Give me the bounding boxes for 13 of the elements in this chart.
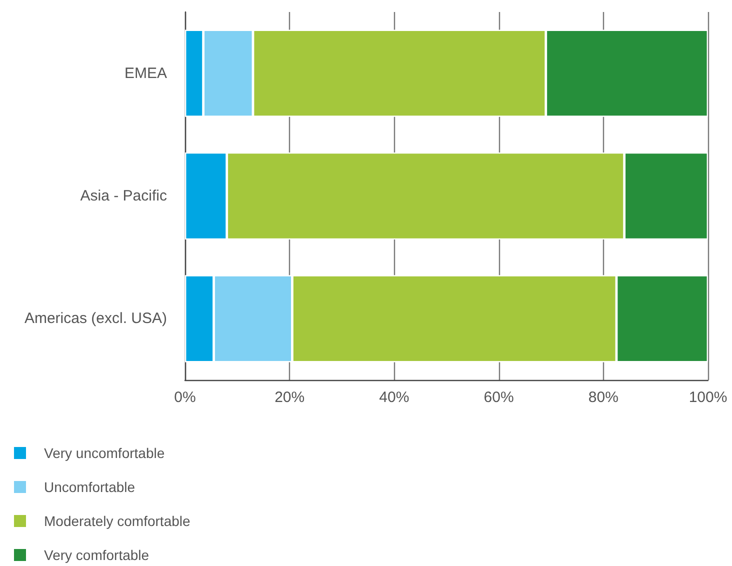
x-tick-label: 40% — [379, 389, 410, 406]
legend-label: Moderately comfortable — [44, 513, 191, 529]
x-tick-label: 0% — [174, 389, 196, 406]
legend-label: Uncomfortable — [44, 479, 136, 495]
y-tick-label: Asia - Pacific — [80, 188, 168, 204]
y-tick-label: Americas (excl. USA) — [24, 310, 167, 328]
x-tick-label: 100% — [688, 389, 728, 406]
x-tick-label: 60% — [484, 389, 514, 406]
x-tick-label: 20% — [274, 389, 305, 406]
y-tick-label: EMEA — [124, 64, 167, 82]
legend-label: Very uncomfortable — [44, 445, 165, 461]
x-tick-label: 80% — [588, 389, 618, 406]
legend-label: Very comfortable — [44, 547, 150, 563]
